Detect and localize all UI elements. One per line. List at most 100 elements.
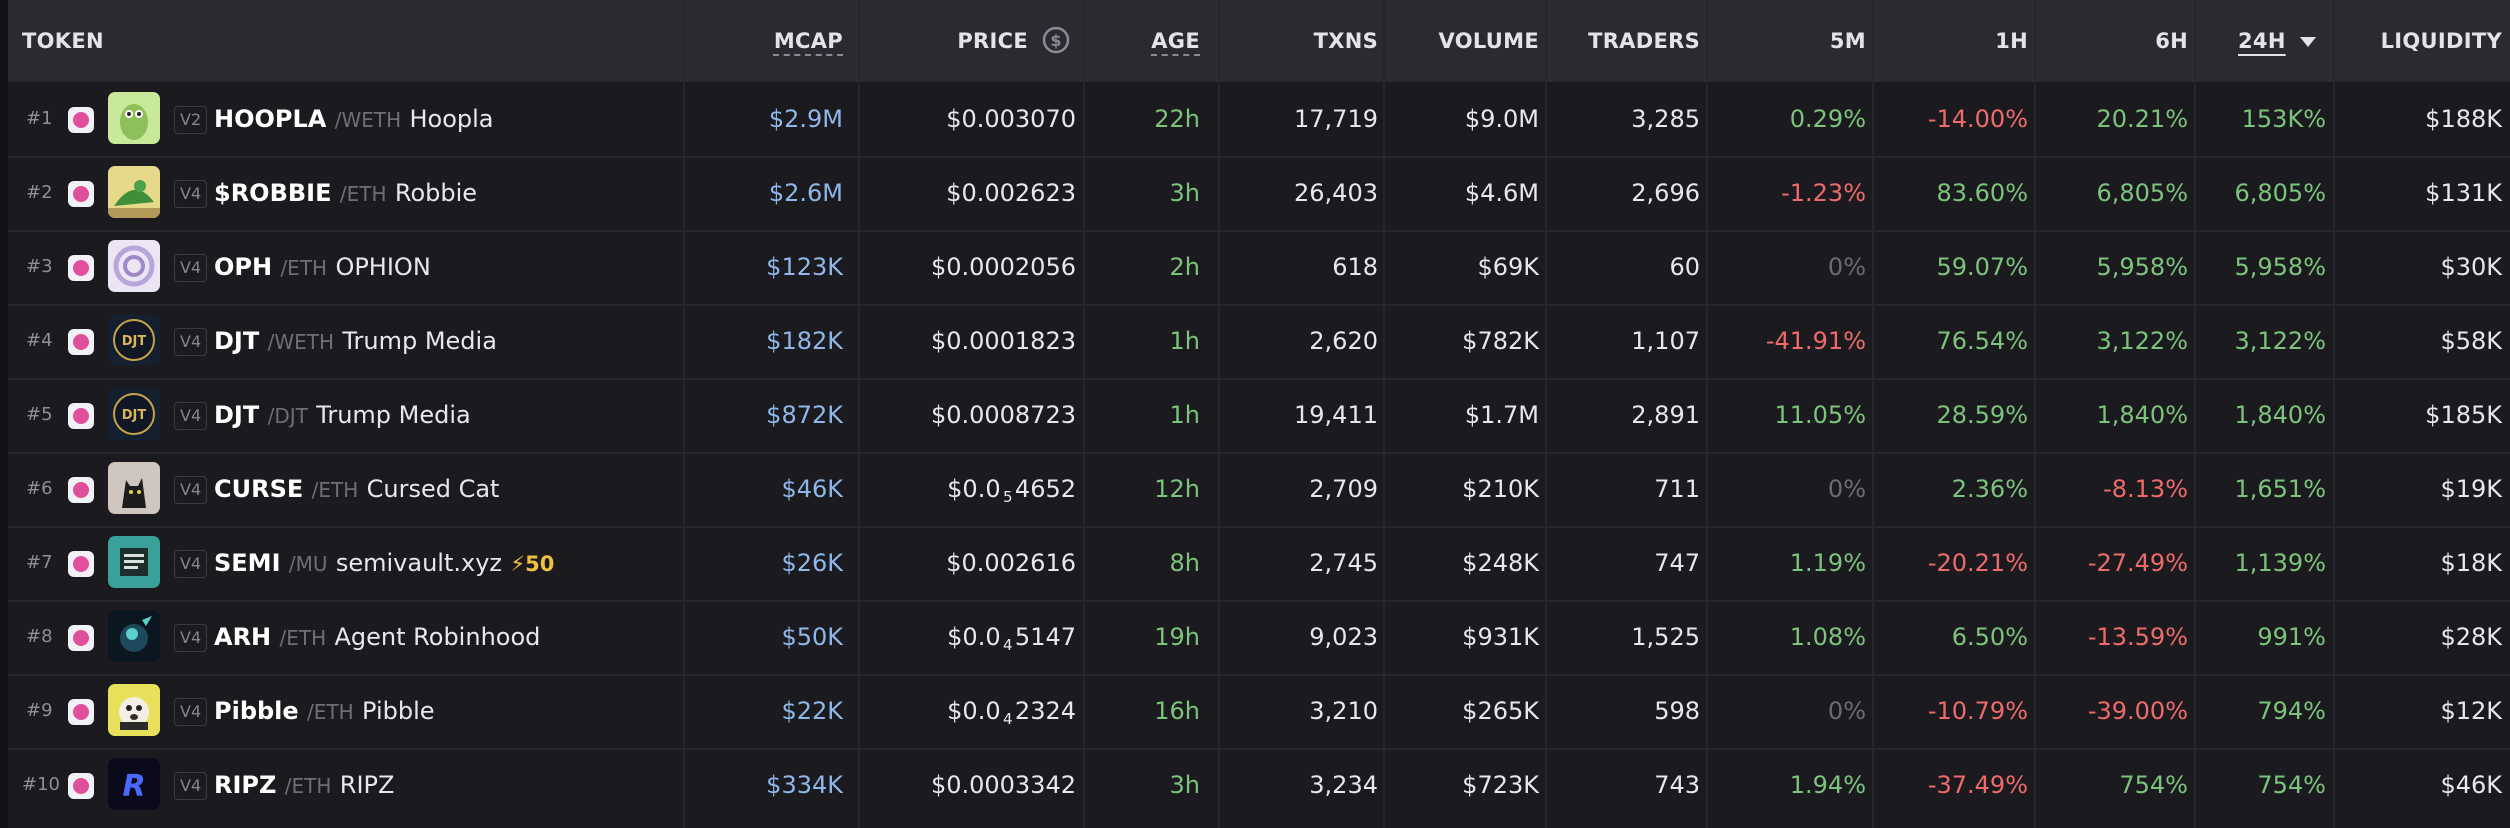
- token-cell[interactable]: OPH /ETH OPHION: [214, 230, 431, 304]
- token-name: Trump Media: [316, 401, 471, 429]
- token-symbol: CURSE: [214, 475, 304, 503]
- token-cell[interactable]: HOOPLA /WETH Hoopla: [214, 82, 494, 156]
- change-1h: 6.50%: [1951, 623, 2028, 651]
- token-name: OPHION: [335, 253, 431, 281]
- change-6h: -8.13%: [2103, 475, 2188, 503]
- column-divider: [1706, 0, 1708, 828]
- uniswap-icon: [68, 551, 94, 577]
- change-24h: 1,139%: [2234, 549, 2326, 577]
- change-1h: 76.54%: [1936, 327, 2028, 355]
- col-traders[interactable]: TRADERS: [1588, 29, 1700, 53]
- token-name: Pibble: [362, 697, 435, 725]
- col-mcap[interactable]: MCAP: [773, 29, 843, 53]
- mcap-value: $334K: [766, 771, 843, 799]
- col-1h[interactable]: 1H: [1995, 29, 2028, 53]
- col-volume[interactable]: VOLUME: [1438, 29, 1539, 53]
- dex-version-badge: V2: [174, 106, 208, 134]
- mcap-value: $2.6M: [768, 179, 843, 207]
- token-cell[interactable]: SEMI /MU semivault.xyz ⚡50: [214, 526, 554, 600]
- change-5m: -1.23%: [1781, 179, 1866, 207]
- rank-label: #8: [26, 626, 53, 647]
- token-avatar-icon: DJT: [108, 314, 160, 366]
- col-6h[interactable]: 6H: [2155, 29, 2188, 53]
- table-row[interactable]: #5 DJT V4 DJT /DJT Trump Media $872K $0.…: [8, 378, 2510, 454]
- token-cell[interactable]: $ROBBIE /ETH Robbie: [214, 156, 477, 230]
- table-row[interactable]: #7 V4 SEMI /MU semivault.xyz ⚡50 $26K $0…: [8, 526, 2510, 602]
- token-cell[interactable]: ARH /ETH Agent Robinhood: [214, 600, 540, 674]
- token-cell[interactable]: RIPZ /ETH RIPZ: [214, 748, 394, 822]
- traders-value: 747: [1654, 549, 1700, 577]
- boost-badge[interactable]: ⚡50: [510, 552, 555, 576]
- table-header: TOKEN MCAP PRICE $ AGE TXNS VOLUME TRADE…: [8, 0, 2510, 82]
- token-symbol: DJT: [214, 401, 260, 429]
- dex-version-badge: V4: [174, 698, 208, 726]
- token-name: Trump Media: [342, 327, 497, 355]
- token-avatar-icon: [108, 92, 160, 144]
- table-row[interactable]: #8 V4 ARH /ETH Agent Robinhood $50K $0.0…: [8, 600, 2510, 676]
- change-6h: 6,805%: [2096, 179, 2188, 207]
- token-cell[interactable]: Pibble /ETH Pibble: [214, 674, 435, 748]
- token-pair: /ETH: [280, 256, 328, 280]
- change-6h: 5,958%: [2096, 253, 2188, 281]
- col-token[interactable]: TOKEN: [22, 29, 104, 53]
- rank-label: #7: [26, 552, 53, 573]
- token-cell[interactable]: DJT /WETH Trump Media: [214, 304, 497, 378]
- token-symbol: Pibble: [214, 697, 299, 725]
- table-row[interactable]: #9 V4 Pibble /ETH Pibble $22K $0.0 4 232…: [8, 674, 2510, 750]
- traders-value: 1,525: [1631, 623, 1700, 651]
- change-6h: 3,122%: [2096, 327, 2188, 355]
- volume-value: $4.6M: [1464, 179, 1539, 207]
- col-txns[interactable]: TXNS: [1313, 29, 1378, 53]
- traders-value: 60: [1669, 253, 1700, 281]
- col-age[interactable]: AGE: [1151, 29, 1200, 53]
- age-value: 22h: [1154, 105, 1200, 133]
- column-divider: [2034, 0, 2036, 828]
- age-value: 16h: [1154, 697, 1200, 725]
- uniswap-icon: [68, 625, 94, 651]
- column-divider: [683, 0, 685, 828]
- change-24h: 3,122%: [2234, 327, 2326, 355]
- change-1h: 28.59%: [1936, 401, 2028, 429]
- age-value: 8h: [1169, 549, 1200, 577]
- txns-value: 3,210: [1309, 697, 1378, 725]
- table-row[interactable]: #10 R V4 RIPZ /ETH RIPZ $334K $0.0003342…: [8, 748, 2510, 822]
- caret-down-icon[interactable]: [2298, 34, 2318, 48]
- price-value: $0.0008723: [930, 401, 1076, 429]
- col-5m[interactable]: 5M: [1829, 29, 1866, 53]
- uniswap-icon: [68, 477, 94, 503]
- token-symbol: RIPZ: [214, 771, 277, 799]
- column-divider: [1083, 0, 1085, 828]
- col-price[interactable]: PRICE: [957, 29, 1028, 53]
- change-5m: 0.29%: [1789, 105, 1866, 133]
- table-row[interactable]: #2 V4 $ROBBIE /ETH Robbie $2.6M $0.00262…: [8, 156, 2510, 232]
- rank-label: #3: [26, 256, 53, 277]
- col-24h[interactable]: 24H: [2238, 29, 2286, 53]
- volume-value: $9.0M: [1464, 105, 1539, 133]
- table-row[interactable]: #4 DJT V4 DJT /WETH Trump Media $182K $0…: [8, 304, 2510, 380]
- col-liquidity[interactable]: LIQUIDITY: [2380, 29, 2502, 53]
- volume-value: $782K: [1462, 327, 1539, 355]
- rank-label: #10: [22, 774, 60, 795]
- token-avatar-icon: DJT: [108, 388, 160, 440]
- change-6h: 1,840%: [2096, 401, 2188, 429]
- table-row[interactable]: #6 V4 CURSE /ETH Cursed Cat $46K $0.0 5 …: [8, 452, 2510, 528]
- token-name: RIPZ: [339, 771, 395, 799]
- token-cell[interactable]: CURSE /ETH Cursed Cat: [214, 452, 499, 526]
- price-value: $0.002616: [946, 549, 1076, 577]
- txns-value: 2,745: [1309, 549, 1378, 577]
- token-symbol: OPH: [214, 253, 273, 281]
- dollar-circle-icon[interactable]: $: [1042, 26, 1070, 54]
- token-symbol: ARH: [214, 623, 272, 651]
- txns-value: 9,023: [1309, 623, 1378, 651]
- age-value: 1h: [1169, 327, 1200, 355]
- svg-text:R: R: [122, 769, 145, 804]
- token-symbol: SEMI: [214, 549, 281, 577]
- liquidity-value: $30K: [2440, 253, 2502, 281]
- change-24h: 5,958%: [2234, 253, 2326, 281]
- table-row[interactable]: #3 V4 OPH /ETH OPHION $123K $0.0002056 2…: [8, 230, 2510, 306]
- mcap-value: $2.9M: [768, 105, 843, 133]
- table-row[interactable]: #1 V2 HOOPLA /WETH Hoopla $2.9M $0.00307…: [8, 82, 2510, 158]
- dex-version-badge: V4: [174, 254, 208, 282]
- mcap-value: $46K: [781, 475, 843, 503]
- token-cell[interactable]: DJT /DJT Trump Media: [214, 378, 471, 452]
